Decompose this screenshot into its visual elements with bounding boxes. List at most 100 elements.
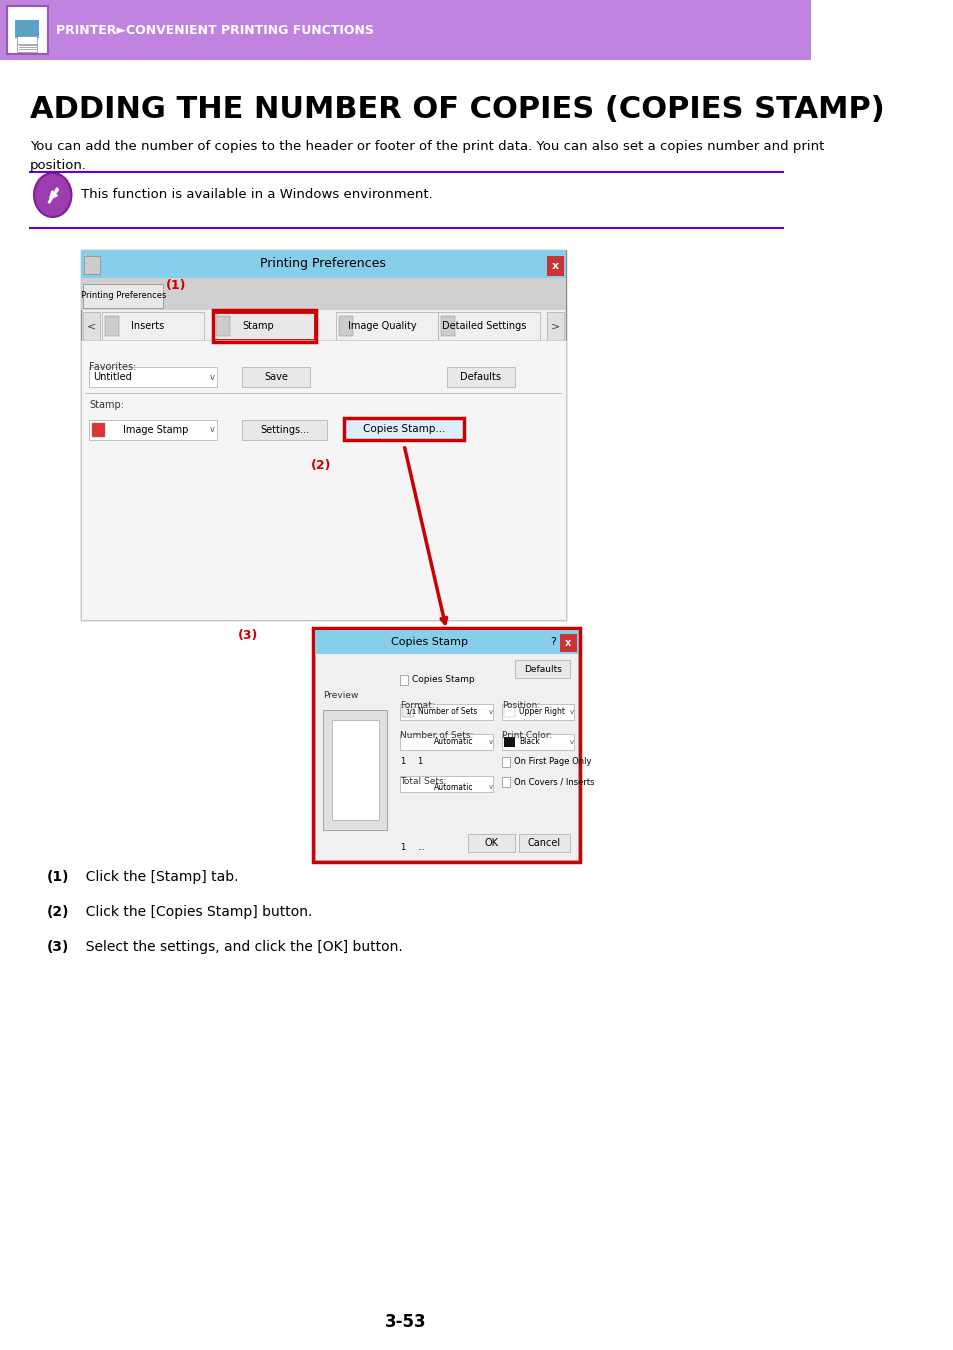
Bar xyxy=(91,423,106,437)
Bar xyxy=(344,418,463,440)
Text: v: v xyxy=(488,738,493,745)
Text: (2): (2) xyxy=(47,904,70,919)
Bar xyxy=(81,340,565,620)
Text: Copies Stamp...: Copies Stamp... xyxy=(362,424,445,433)
Bar xyxy=(106,316,119,336)
Text: Automatic: Automatic xyxy=(434,783,473,791)
Bar xyxy=(501,734,574,751)
Text: Untitled: Untitled xyxy=(93,373,132,382)
Text: Black: Black xyxy=(518,737,539,747)
Bar xyxy=(90,367,216,387)
Bar xyxy=(81,250,565,278)
Text: Click the [Copies Stamp] button.: Click the [Copies Stamp] button. xyxy=(76,904,312,919)
Text: Format:: Format: xyxy=(399,701,434,710)
FancyBboxPatch shape xyxy=(0,0,811,59)
Text: 3-53: 3-53 xyxy=(384,1314,426,1331)
Bar xyxy=(81,278,565,310)
Text: Stamp:: Stamp: xyxy=(90,400,124,410)
Text: You can add the number of copies to the header or footer of the print data. You : You can add the number of copies to the … xyxy=(30,140,823,171)
Bar xyxy=(215,316,230,336)
Bar xyxy=(503,707,515,717)
Text: Click the [Stamp] tab.: Click the [Stamp] tab. xyxy=(76,869,238,884)
Text: v: v xyxy=(488,709,493,716)
Text: 1: 1 xyxy=(399,757,405,767)
Text: 1: 1 xyxy=(399,842,405,852)
Text: Print Color:: Print Color: xyxy=(501,730,552,740)
Bar xyxy=(546,256,563,275)
Bar xyxy=(399,675,408,684)
Circle shape xyxy=(34,173,71,217)
Text: (2): (2) xyxy=(310,459,331,471)
Text: Inserts: Inserts xyxy=(132,321,165,331)
Bar xyxy=(501,778,510,787)
Bar xyxy=(546,312,563,340)
Bar xyxy=(314,630,578,860)
Text: Settings...: Settings... xyxy=(260,425,309,435)
Bar xyxy=(446,367,514,387)
Bar xyxy=(323,710,387,830)
Text: Defaults: Defaults xyxy=(459,373,500,382)
Text: Upper Right: Upper Right xyxy=(518,707,564,717)
Bar xyxy=(501,703,574,720)
Text: ADDING THE NUMBER OF COPIES (COPIES STAMP): ADDING THE NUMBER OF COPIES (COPIES STAM… xyxy=(30,95,883,124)
Text: On Covers / Inserts: On Covers / Inserts xyxy=(514,778,594,787)
Text: Number of Sets: Number of Sets xyxy=(418,707,477,717)
Bar xyxy=(437,312,539,340)
Bar xyxy=(81,250,565,620)
Text: Preview: Preview xyxy=(323,691,358,701)
Bar xyxy=(503,737,515,747)
Text: (3): (3) xyxy=(47,940,69,954)
Bar xyxy=(467,834,514,852)
Bar xyxy=(102,312,204,340)
Text: x: x xyxy=(551,261,558,271)
Text: Favorites:: Favorites: xyxy=(90,362,136,373)
Text: Detailed Settings: Detailed Settings xyxy=(441,321,526,331)
Text: v: v xyxy=(488,784,493,790)
Text: x: x xyxy=(564,639,571,648)
Text: OK: OK xyxy=(484,838,498,848)
Bar xyxy=(313,628,579,863)
Bar xyxy=(339,316,353,336)
Bar xyxy=(335,312,437,340)
Text: Stamp: Stamp xyxy=(242,321,274,331)
Bar xyxy=(82,284,163,308)
Bar xyxy=(332,720,378,819)
Bar xyxy=(213,312,314,340)
Text: Image Stamp: Image Stamp xyxy=(123,425,189,435)
Bar xyxy=(399,734,493,751)
Text: Printing Preferences: Printing Preferences xyxy=(260,258,386,270)
Text: (1): (1) xyxy=(47,869,70,884)
Text: Position:: Position: xyxy=(501,701,539,710)
Bar xyxy=(314,630,578,653)
Text: Copies Stamp: Copies Stamp xyxy=(412,675,474,684)
Text: Number of Sets:: Number of Sets: xyxy=(399,730,473,740)
Bar xyxy=(518,834,569,852)
Text: Defaults: Defaults xyxy=(523,664,561,674)
Bar xyxy=(15,20,39,38)
Bar xyxy=(441,316,455,336)
Text: Printing Preferences: Printing Preferences xyxy=(81,292,166,301)
Bar xyxy=(242,367,310,387)
Bar xyxy=(501,757,510,767)
Bar xyxy=(17,45,37,53)
Text: On First Page Only: On First Page Only xyxy=(514,757,591,767)
Text: 1/1: 1/1 xyxy=(404,709,416,716)
Bar xyxy=(514,660,569,678)
Text: v: v xyxy=(569,738,573,745)
Text: Total Sets:: Total Sets: xyxy=(399,778,446,787)
Text: This function is available in a Windows environment.: This function is available in a Windows … xyxy=(81,189,432,201)
Bar xyxy=(84,256,99,274)
Text: v: v xyxy=(210,425,215,435)
Bar xyxy=(242,420,327,440)
Text: Select the settings, and click the [OK] button.: Select the settings, and click the [OK] … xyxy=(76,940,402,954)
Text: v: v xyxy=(569,709,573,716)
Bar xyxy=(402,707,414,717)
Text: ...: ... xyxy=(416,842,424,852)
Bar xyxy=(399,703,493,720)
Text: Image Quality: Image Quality xyxy=(347,321,416,331)
Text: <: < xyxy=(87,321,95,331)
Text: PRINTER►CONVENIENT PRINTING FUNCTIONS: PRINTER►CONVENIENT PRINTING FUNCTIONS xyxy=(56,23,374,36)
Bar xyxy=(17,36,37,46)
Text: Save: Save xyxy=(264,373,288,382)
Bar xyxy=(90,420,216,440)
